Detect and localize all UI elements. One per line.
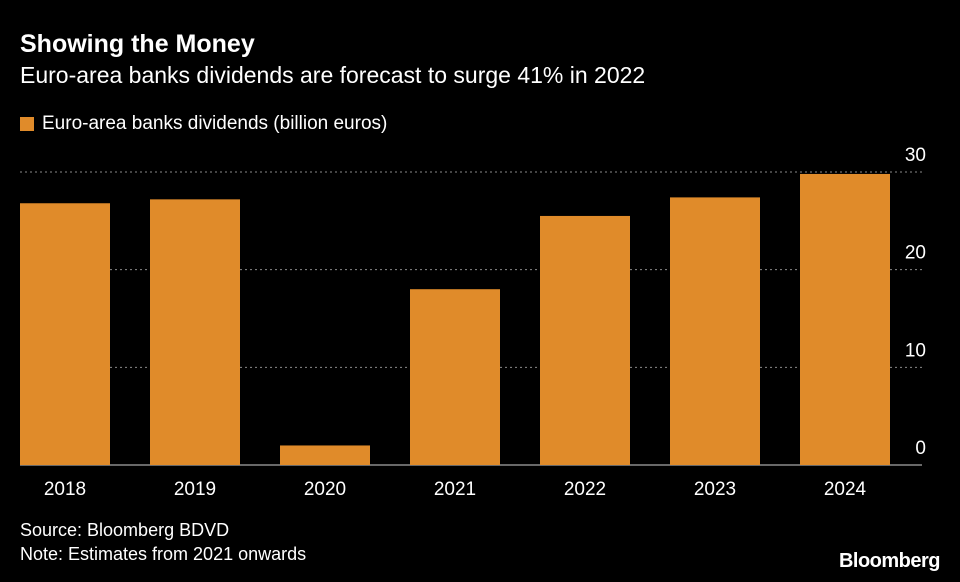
y-tick-label: 10: [905, 340, 926, 361]
x-tick-label: 2024: [824, 479, 867, 500]
x-tick-label: 2021: [434, 479, 476, 500]
x-tick-label: 2019: [174, 479, 216, 500]
chart-subtitle: Euro-area banks dividends are forecast t…: [20, 62, 646, 88]
legend-label: Euro-area banks dividends (billion euros…: [42, 113, 388, 134]
bar: [20, 203, 110, 465]
legend: Euro-area banks dividends (billion euros…: [20, 113, 387, 135]
bar: [150, 199, 240, 465]
x-tick-label: 2020: [304, 479, 346, 500]
footnotes: Source: Bloomberg BDVD Note: Estimates f…: [20, 518, 306, 566]
chart-title: Showing the Money: [20, 30, 255, 58]
estimate-note: Note: Estimates from 2021 onwards: [20, 544, 307, 564]
x-tick-label: 2018: [44, 479, 86, 500]
bar: [540, 215, 630, 465]
bar: [800, 173, 890, 465]
x-tick-label: 2023: [694, 479, 736, 500]
bloomberg-logo: Bloomberg: [838, 550, 941, 572]
source-note: Source: Bloomberg BDVD: [20, 520, 230, 540]
bar: [670, 197, 760, 466]
x-tick-label: 2022: [564, 479, 606, 500]
y-tick-label: 30: [905, 145, 926, 166]
y-tick-label: 0: [915, 438, 926, 459]
bar: [410, 289, 500, 465]
bar: [280, 445, 370, 465]
legend-swatch: [20, 117, 34, 131]
y-tick-label: 20: [905, 243, 926, 264]
